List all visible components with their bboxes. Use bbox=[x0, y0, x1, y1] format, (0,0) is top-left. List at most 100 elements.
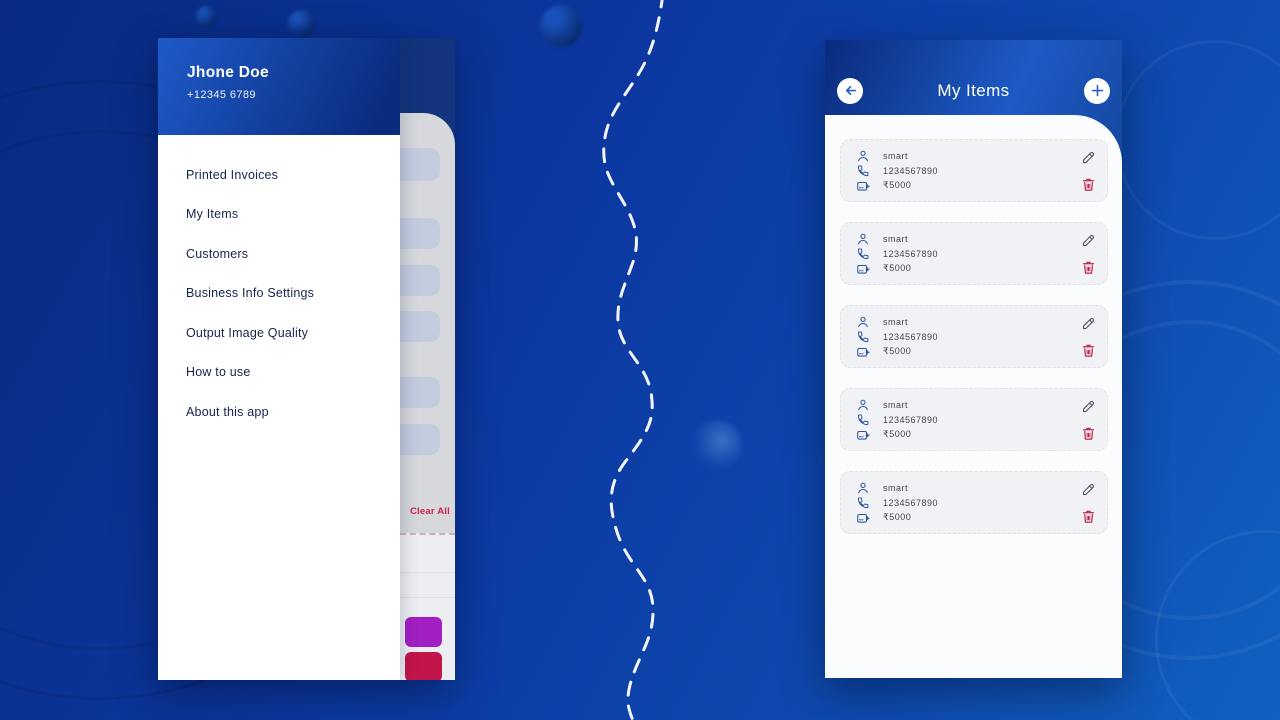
item-name-row: smart bbox=[856, 231, 1077, 246]
trash-icon bbox=[1082, 427, 1094, 440]
my-items-header-row: My Items bbox=[825, 40, 1122, 115]
person-icon bbox=[858, 316, 868, 327]
item-actions bbox=[1077, 231, 1099, 276]
purple-color-swatch[interactable] bbox=[405, 617, 442, 647]
back-button[interactable] bbox=[837, 77, 863, 104]
billing-icon bbox=[857, 264, 870, 274]
item-details: smart 1234567890 ₹5000 bbox=[856, 314, 1077, 359]
trash-icon bbox=[1082, 510, 1094, 523]
item-card: smart 1234567890 ₹5000 bbox=[840, 471, 1108, 534]
item-card: smart 1234567890 ₹5000 bbox=[840, 388, 1108, 451]
drawer-menu-item[interactable]: Customers bbox=[158, 234, 400, 274]
drawer-menu-item-label: Printed Invoices bbox=[186, 167, 279, 182]
item-price-row: ₹5000 bbox=[856, 427, 1077, 442]
edit-item-button[interactable] bbox=[1081, 233, 1096, 248]
item-name: smart bbox=[883, 316, 908, 327]
item-price-row: ₹5000 bbox=[856, 261, 1077, 276]
item-price-row: ₹5000 bbox=[856, 510, 1077, 525]
trash-icon bbox=[1082, 261, 1094, 274]
decorative-sphere bbox=[196, 6, 217, 27]
drawer-menu-item[interactable]: About this app bbox=[158, 392, 400, 432]
item-actions bbox=[1077, 314, 1099, 359]
item-card: smart 1234567890 ₹5000 bbox=[840, 222, 1108, 285]
skeleton-row bbox=[400, 377, 440, 408]
pencil-icon bbox=[1082, 151, 1094, 164]
item-price-row: ₹5000 bbox=[856, 344, 1077, 359]
drawer-menu-item-label: About this app bbox=[186, 404, 269, 419]
edit-item-button[interactable] bbox=[1081, 482, 1096, 497]
clear-all-button[interactable]: Clear All bbox=[410, 506, 450, 517]
item-phone: 1234567890 bbox=[883, 165, 939, 176]
item-phone-row: 1234567890 bbox=[856, 412, 1077, 427]
arrow-left-icon bbox=[845, 85, 856, 96]
item-details: smart 1234567890 ₹5000 bbox=[856, 148, 1077, 193]
delete-item-button[interactable] bbox=[1081, 177, 1096, 192]
phone-icon bbox=[857, 414, 869, 425]
decorative-glow bbox=[690, 420, 742, 472]
drawer-menu: Printed Invoices My Items Customers Busi… bbox=[158, 135, 400, 432]
delete-item-button[interactable] bbox=[1081, 260, 1096, 275]
dimmed-screen-body: Clear All bbox=[400, 113, 455, 680]
item-phone-row: 1234567890 bbox=[856, 329, 1077, 344]
item-actions bbox=[1077, 480, 1099, 525]
add-item-button[interactable] bbox=[1084, 77, 1110, 104]
delete-item-button[interactable] bbox=[1081, 426, 1096, 441]
item-price: ₹5000 bbox=[883, 263, 912, 273]
billing-icon bbox=[857, 513, 870, 523]
item-details: smart 1234567890 ₹5000 bbox=[856, 231, 1077, 276]
skeleton-row bbox=[400, 265, 440, 296]
pencil-icon bbox=[1082, 234, 1094, 247]
drawer-menu-item[interactable]: Output Image Quality bbox=[158, 313, 400, 353]
drawer-menu-item-label: Customers bbox=[186, 246, 249, 261]
drawer-menu-item[interactable]: My Items bbox=[158, 195, 400, 235]
person-icon bbox=[858, 150, 868, 161]
edit-item-button[interactable] bbox=[1081, 399, 1096, 414]
item-actions bbox=[1077, 397, 1099, 442]
item-name: smart bbox=[883, 399, 908, 410]
drawer-menu-item-label: My Items bbox=[186, 207, 239, 222]
bottom-sheet bbox=[400, 533, 455, 680]
drawer-menu-item[interactable]: Business Info Settings bbox=[158, 274, 400, 314]
skeleton-row bbox=[400, 311, 440, 342]
billing-icon bbox=[857, 347, 870, 357]
delete-item-button[interactable] bbox=[1081, 509, 1096, 524]
drawer-menu-item[interactable]: How to use bbox=[158, 353, 400, 393]
drawer-menu-item-label: Business Info Settings bbox=[186, 286, 315, 301]
drawer-menu-item-label: Output Image Quality bbox=[186, 325, 309, 340]
item-name: smart bbox=[883, 233, 908, 244]
user-phone: +12345 6789 bbox=[187, 89, 256, 101]
edit-item-button[interactable] bbox=[1081, 316, 1096, 331]
item-name-row: smart bbox=[856, 397, 1077, 412]
item-price: ₹5000 bbox=[883, 180, 912, 190]
my-items-list: smart 1234567890 ₹5000 bbox=[825, 115, 1122, 678]
drawer-phone-mockup: Clear All Jhone Doe +12345 6789 Printed … bbox=[158, 38, 455, 680]
item-phone-row: 1234567890 bbox=[856, 163, 1077, 178]
item-phone: 1234567890 bbox=[883, 497, 939, 508]
phone-icon bbox=[857, 331, 869, 342]
divider bbox=[400, 572, 455, 573]
phone-icon bbox=[857, 497, 869, 508]
item-price: ₹5000 bbox=[883, 512, 912, 522]
drawer-menu-item-label: How to use bbox=[186, 365, 251, 380]
edit-item-button[interactable] bbox=[1081, 150, 1096, 165]
item-phone: 1234567890 bbox=[883, 248, 939, 259]
pencil-icon bbox=[1082, 400, 1094, 413]
item-name: smart bbox=[883, 150, 908, 161]
skeleton-row bbox=[400, 424, 440, 455]
drawer-header: Jhone Doe +12345 6789 bbox=[158, 38, 400, 135]
dimmed-background-screen: Clear All bbox=[400, 38, 455, 680]
divider bbox=[400, 597, 455, 598]
user-name: Jhone Doe bbox=[187, 64, 269, 81]
item-price: ₹5000 bbox=[883, 346, 912, 356]
my-items-phone-mockup: My Items smart bbox=[825, 40, 1122, 678]
item-details: smart 1234567890 ₹5000 bbox=[856, 480, 1077, 525]
person-icon bbox=[858, 482, 868, 493]
drawer-menu-item[interactable]: Printed Invoices bbox=[158, 155, 400, 195]
pencil-icon bbox=[1082, 317, 1094, 330]
item-details: smart 1234567890 ₹5000 bbox=[856, 397, 1077, 442]
item-phone-row: 1234567890 bbox=[856, 495, 1077, 510]
crimson-color-swatch[interactable] bbox=[405, 652, 442, 680]
delete-item-button[interactable] bbox=[1081, 343, 1096, 358]
person-icon bbox=[858, 399, 868, 410]
